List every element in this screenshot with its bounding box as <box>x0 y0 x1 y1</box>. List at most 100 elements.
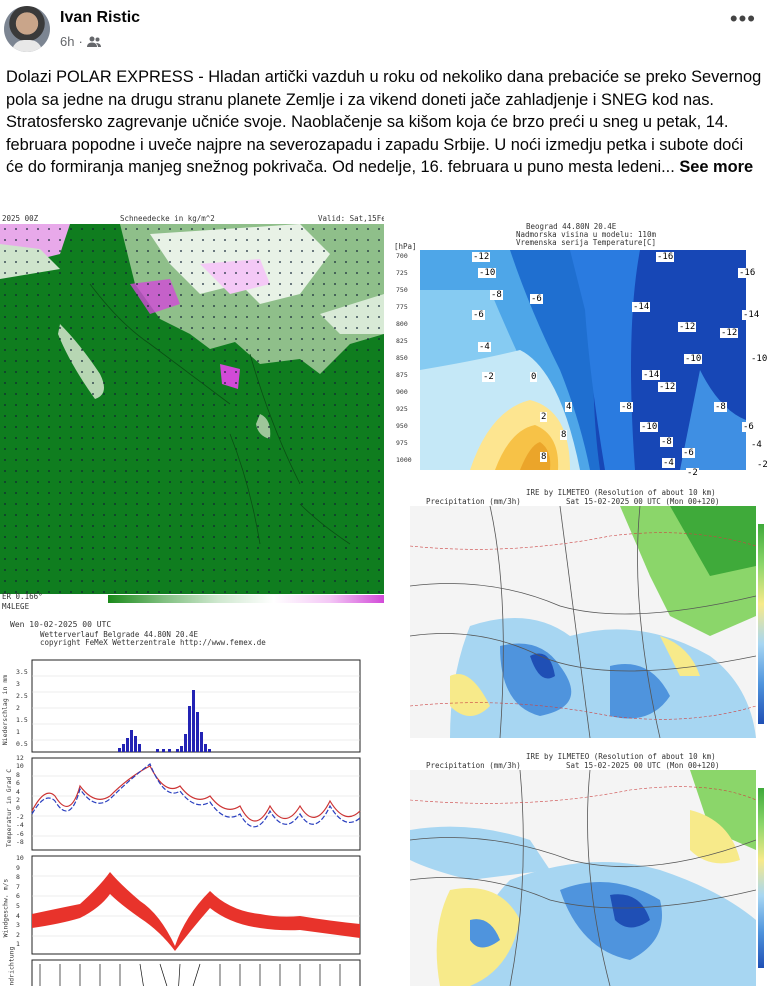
precip-bar <box>200 732 203 752</box>
contour-label: -14 <box>642 370 661 380</box>
snow-map-graphic <box>0 224 384 594</box>
pressure-level-label: 775 <box>396 303 408 311</box>
precip-tick: 1.5 <box>16 716 28 724</box>
chart-title-2: Nadmorska visina u modelu: 110m <box>516 230 656 239</box>
meteogram-line3: copyright FeMeX Wetterzentrale http://ww… <box>40 638 266 647</box>
contour-label: -2 <box>482 372 495 382</box>
pressure-level-label: 750 <box>396 286 408 294</box>
wind-tick: 5 <box>16 902 20 910</box>
temp-tick: 10 <box>16 762 24 771</box>
pressure-level-label: 800 <box>396 320 408 328</box>
temp-tick: 4 <box>16 787 20 796</box>
pressure-level-label: 975 <box>396 439 408 447</box>
map-valid: Valid: Sat,15Fe <box>318 214 384 223</box>
pressure-level-label: 825 <box>396 337 408 345</box>
temp-tick: 12 <box>16 754 24 762</box>
precip-tick: 3.5 <box>16 668 28 676</box>
post-text: Dolazi POLAR EXPRESS - Hladan artički va… <box>6 68 762 176</box>
more-options-icon[interactable]: ••• <box>729 6 756 31</box>
temp-tick: -6 <box>16 829 24 838</box>
precip1-colorbar <box>758 524 764 724</box>
wind-tick: 6 <box>16 892 20 901</box>
precip-tick: 3 <box>16 680 20 688</box>
wind-tick: 9 <box>16 863 20 872</box>
avatar[interactable] <box>4 6 50 52</box>
precip-bar <box>156 749 159 752</box>
wind-tick: 4 <box>16 911 20 920</box>
pressure-level-label: 1000 <box>396 456 412 464</box>
contour-label: -4 <box>478 342 491 352</box>
pressure-level-label: 700 <box>396 252 408 260</box>
post-time[interactable]: 6h <box>60 34 75 49</box>
precip-tick: 0.5 <box>16 740 28 748</box>
post-header: Ivan Ristic 6h · ••• <box>0 0 770 62</box>
precip-bar <box>118 748 121 752</box>
meteogram-line2: Wetterverlauf Belgrade 44.80N 20.4E <box>40 630 199 639</box>
meteogram[interactable]: Wen 10-02-2025 00 UTC Wetterverlauf Belg… <box>0 616 384 986</box>
contour-label: -2 <box>686 468 699 478</box>
contour-label: -10 <box>750 354 769 364</box>
precip-bar <box>162 749 165 752</box>
temp-tick: 2 <box>16 796 20 804</box>
contour-label: -14 <box>632 302 651 312</box>
contour-label: -10 <box>640 422 659 432</box>
post-body: Dolazi POLAR EXPRESS - Hladan artički va… <box>6 66 764 179</box>
temp-tick: -2 <box>16 812 24 821</box>
pressure-level-label: 725 <box>396 269 408 277</box>
precipitation-map-1[interactable]: IRE by ILMETEO (Resolution of about 10 k… <box>386 484 770 744</box>
precip-bar <box>126 738 129 752</box>
temp-tick: -8 <box>16 838 24 846</box>
chart-title-1: Beograd 44.80N 20.4E <box>526 222 617 231</box>
precip-bar <box>196 712 199 752</box>
temp-tick: -4 <box>16 821 24 830</box>
contour-label: -10 <box>478 268 497 278</box>
contour-label: -8 <box>620 402 633 412</box>
contour-label: 8 <box>560 430 568 440</box>
contour-label: -6 <box>472 310 485 320</box>
chart-title-3: Vremenska serija Temperature[C] <box>516 238 656 247</box>
author-name[interactable]: Ivan Ristic <box>60 9 141 26</box>
contour-label: 2 <box>540 412 548 422</box>
precip-tick: 2 <box>16 704 20 712</box>
snow-depth-map[interactable]: 2025 00Z Schneedecke in kg/m^2 Valid: Sa… <box>0 212 384 612</box>
wind-tick: 1 <box>16 940 20 949</box>
contour-label: -12 <box>720 328 739 338</box>
pressure-level-label: 950 <box>396 422 408 430</box>
temperature-contour-graphic <box>420 250 746 470</box>
wind-tick: 8 <box>16 873 20 882</box>
precip-bar <box>192 690 195 752</box>
post-image-collage[interactable]: 2025 00Z Schneedecke in kg/m^2 Valid: Sa… <box>0 212 770 986</box>
map-footer-2: M4LEGE <box>2 602 30 611</box>
contour-label: -6 <box>742 422 755 432</box>
precip-bar <box>204 744 207 752</box>
precip-bar <box>180 746 183 752</box>
wind-tick: 7 <box>16 882 20 891</box>
precip-tick: 2.5 <box>16 692 28 700</box>
post-meta: 6h · <box>60 34 101 49</box>
contour-label: 4 <box>565 402 573 412</box>
contour-label: 8 <box>540 452 548 462</box>
temp-tick: 0 <box>16 804 20 813</box>
contour-label: -10 <box>684 354 703 364</box>
belgrade-temperature-chart[interactable]: Beograd 44.80N 20.4E Nadmorska visina u … <box>386 212 770 480</box>
precip2-colorbar <box>758 788 764 968</box>
friends-icon[interactable] <box>86 36 101 48</box>
wind-tick: 3 <box>16 921 20 930</box>
pressure-level-label: 900 <box>396 388 408 396</box>
temp-axis-label: Temperatur in Grad C <box>5 768 14 848</box>
precip1-sub-right: Sat 15-02-2025 00 UTC (Mon 00+120) <box>566 497 720 506</box>
wind-tick: 2 <box>16 930 20 939</box>
precip1-graphic <box>410 506 756 738</box>
precip-bar <box>188 706 191 752</box>
precip-tick: 1 <box>16 728 20 736</box>
precip1-title: IRE by ILMETEO (Resolution of about 10 k… <box>526 488 716 497</box>
precip-bar <box>122 744 125 752</box>
contour-label: 0 <box>530 372 538 382</box>
precipitation-map-2[interactable]: IRE by ILMETEO (Resolution of about 10 k… <box>386 748 770 986</box>
contour-label: -2 <box>756 460 769 470</box>
contour-label: -12 <box>678 322 697 332</box>
see-more-link[interactable]: See more <box>679 158 754 176</box>
precip2-sub-left: Precipitation (mm/3h) <box>426 761 521 770</box>
snow-colorbar <box>108 595 384 603</box>
contour-label: -16 <box>656 252 675 262</box>
